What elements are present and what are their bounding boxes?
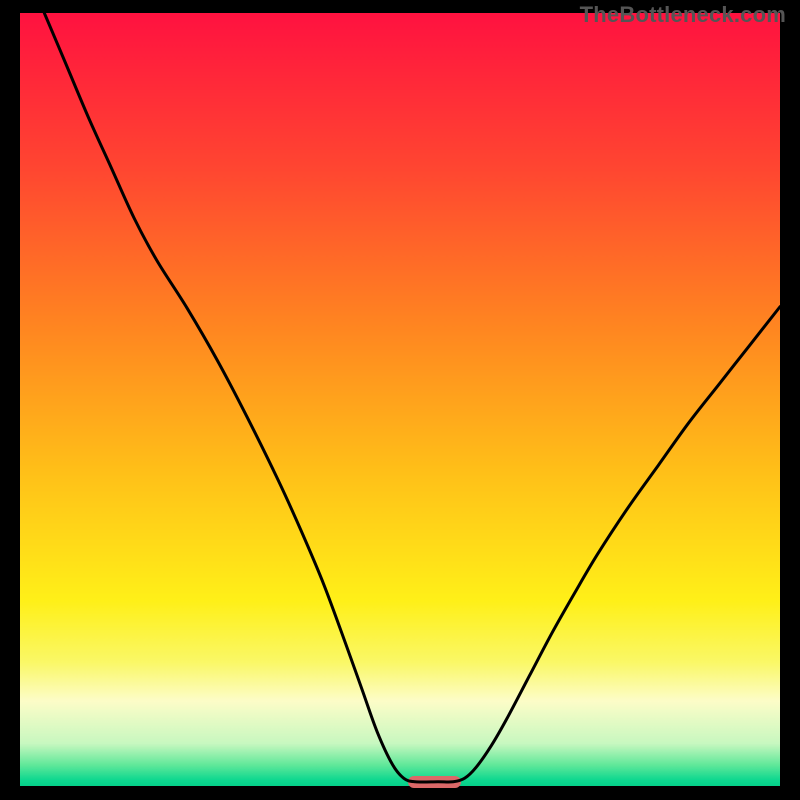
watermark-text: TheBottleneck.com — [580, 2, 786, 28]
chart-frame: TheBottleneck.com — [0, 0, 800, 800]
curve-svg — [20, 13, 780, 786]
plot-area — [20, 13, 780, 786]
bottleneck-curve — [44, 13, 780, 782]
